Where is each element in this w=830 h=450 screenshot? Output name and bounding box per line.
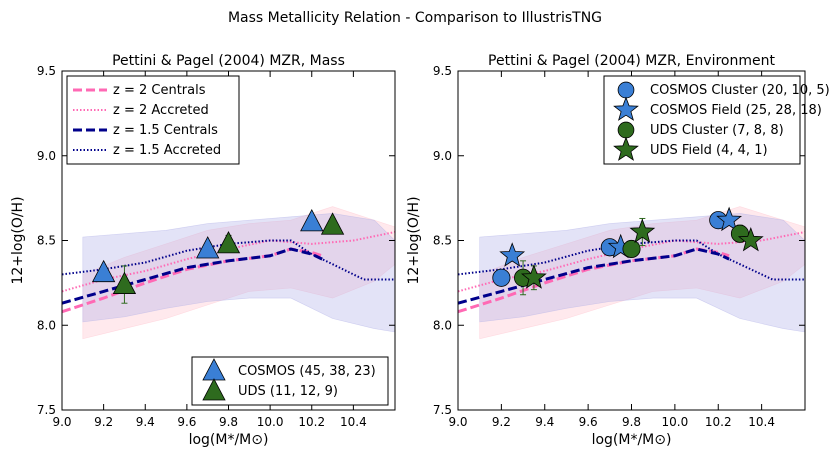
legend-marker-cosmos-circle [617, 81, 635, 99]
x-tick-label: 10.4 [340, 415, 367, 429]
y-tick-label: 9.5 [433, 64, 452, 78]
y-tick-label: 8.0 [433, 318, 452, 332]
x-tick-label: 9.2 [94, 415, 113, 429]
x-tick-label: 9.4 [136, 415, 155, 429]
x-tick-label: 9.0 [448, 415, 467, 429]
legend-label: z = 1.5 Centrals [113, 123, 218, 138]
y-axis-label: 12+log(O/H) [10, 196, 26, 284]
legend-label: UDS (11, 12, 9) [238, 384, 338, 399]
panel-title: Pettini & Pagel (2004) MZR, Environment [488, 53, 775, 69]
y-tick-label: 8.5 [433, 234, 452, 248]
x-tick-label: 9.4 [535, 415, 554, 429]
x-tick-label: 10.4 [748, 415, 775, 429]
legend-label: z = 1.5 Accreted [113, 143, 221, 158]
point-cosmos-triangle [300, 208, 324, 232]
x-tick-label: 9.6 [177, 415, 196, 429]
y-tick-label: 8.0 [37, 318, 56, 332]
x-tick-label: 9.6 [579, 415, 598, 429]
point-cosmos-triangle [91, 259, 116, 283]
legend-label: COSMOS (45, 38, 23) [238, 364, 376, 379]
band-band_z15 [479, 213, 805, 333]
legend-top: COSMOS Cluster (20, 10, 5) COSMOS Field (… [603, 75, 830, 165]
legend-marker-uds-star [613, 136, 639, 161]
band-band_z2 [479, 206, 805, 340]
band-band_z2 [82, 206, 395, 340]
plot-area [458, 206, 805, 340]
legend-label: z = 2 Accreted [113, 103, 209, 118]
point-uds-triangle [216, 231, 241, 254]
legend-frame [66, 75, 240, 165]
x-tick-label: 9.2 [492, 415, 511, 429]
y-axis-label: 12+log(O/H) [406, 196, 422, 284]
legend-marker-uds-triangle [202, 378, 226, 401]
legend-label: COSMOS Field (25, 28, 18) [650, 103, 822, 118]
x-tick-label: 10.0 [257, 415, 284, 429]
legend-label: z = 2 Centrals [113, 83, 206, 98]
legend-label: UDS Cluster (7, 8, 8) [650, 123, 784, 138]
point-uds-triangle [112, 271, 137, 294]
legend-frame [191, 356, 389, 406]
point-uds-triangle [320, 212, 345, 235]
y-tick-label: 9.5 [37, 64, 56, 78]
point-uds-star [629, 218, 656, 244]
line-central_z2 [458, 247, 730, 314]
point-cosmos-triangle [196, 236, 220, 259]
legend-marker-uds-circle [617, 121, 635, 139]
legend-top: z = 2 Centrals z = 2 Accreted z = 1.5 Cent… [66, 75, 240, 165]
point-cosmos-star [716, 206, 742, 232]
y-tick-label: 7.5 [37, 403, 56, 417]
figure-title: Mass Metallicity Relation - Comparison t… [228, 10, 602, 26]
y-tick-label: 9.0 [37, 149, 56, 163]
x-tick-label: 10.2 [705, 415, 732, 429]
point-cosmos-circle [492, 268, 511, 287]
panel-title: Pettini & Pagel (2004) MZR, Mass [112, 53, 345, 69]
plot-area [62, 206, 395, 340]
legend-bottom: COSMOS (45, 38, 23) UDS (11, 12, 9) [191, 356, 389, 406]
x-tick-label: 9.8 [622, 415, 641, 429]
x-tick-label: 9.8 [219, 415, 238, 429]
x-axis-label: log(M*/M⊙) [189, 432, 269, 448]
x-tick-label: 10.0 [662, 415, 689, 429]
panel-left: 9.0 9.2 9.4 9.6 9.8 10.0 10.2 10.4 7.5 8.0 8.5 9.0 9… [10, 53, 396, 448]
point-uds-circle [622, 239, 641, 259]
x-axis-label: log(M*/M⊙) [592, 432, 672, 448]
x-tick-label: 9.0 [52, 415, 71, 429]
y-tick-label: 8.5 [37, 234, 56, 248]
y-tick-label: 7.5 [433, 403, 452, 417]
line-accreted_z15 [62, 239, 395, 281]
point-uds-star [521, 264, 547, 289]
point-uds-star [737, 226, 764, 252]
legend-label: COSMOS Cluster (20, 10, 5) [650, 83, 830, 98]
panel-right: 9.0 9.2 9.4 9.6 9.8 10.0 10.2 10.4 7.5 8.0 8.5 9.0 9… [406, 53, 830, 448]
line-central_z15 [458, 247, 730, 305]
y-tick-label: 9.0 [433, 149, 452, 163]
legend-marker-cosmos-star [613, 96, 639, 121]
point-cosmos-star [499, 242, 526, 267]
x-tick-label: 10.2 [298, 415, 325, 429]
legend-frame [603, 75, 801, 165]
band-band_z15 [82, 213, 395, 333]
legend-label: UDS Field (4, 4, 1) [650, 143, 768, 158]
